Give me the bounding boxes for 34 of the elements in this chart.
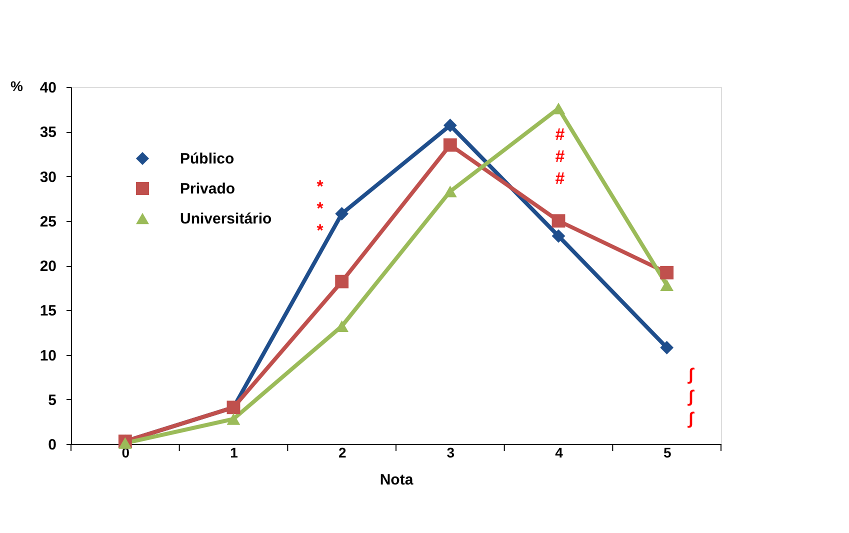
point [226, 413, 240, 425]
annotation: ∫∫∫ [686, 365, 695, 428]
y-tick-label: 40 [40, 80, 56, 96]
x-tick-label: 2 [338, 444, 346, 460]
y-axis-title: % [10, 78, 24, 94]
point [660, 266, 674, 280]
point [118, 437, 132, 449]
annotation: *** [316, 177, 324, 240]
legend-label: Universitário [180, 210, 272, 228]
legend-label: Privado [180, 180, 236, 198]
point [335, 274, 349, 288]
point [552, 214, 566, 228]
point [335, 207, 349, 220]
legend-label: Público [180, 150, 234, 168]
y-tick-label: 20 [40, 258, 56, 275]
y-tick-label: 10 [40, 347, 56, 364]
y-tick-label: 15 [40, 302, 56, 320]
x-tick-label: 5 [663, 444, 672, 460]
x-axis-title: Nota [380, 472, 414, 488]
y-tick-label: 25 [40, 213, 56, 230]
y-tick-label: 35 [40, 124, 56, 142]
point [660, 279, 674, 291]
x-tick-label: 1 [230, 444, 238, 460]
x-tick-label: 4 [555, 444, 564, 460]
point [443, 186, 457, 198]
x-tick-label: 0 [122, 444, 130, 460]
point [660, 340, 674, 354]
annotation: ### [555, 125, 566, 188]
point [552, 229, 566, 243]
x-tick-label: 3 [446, 444, 455, 460]
point [443, 118, 457, 132]
point [443, 138, 457, 152]
y-tick-label: 30 [40, 168, 56, 186]
y-tick-label: 5 [48, 392, 56, 409]
